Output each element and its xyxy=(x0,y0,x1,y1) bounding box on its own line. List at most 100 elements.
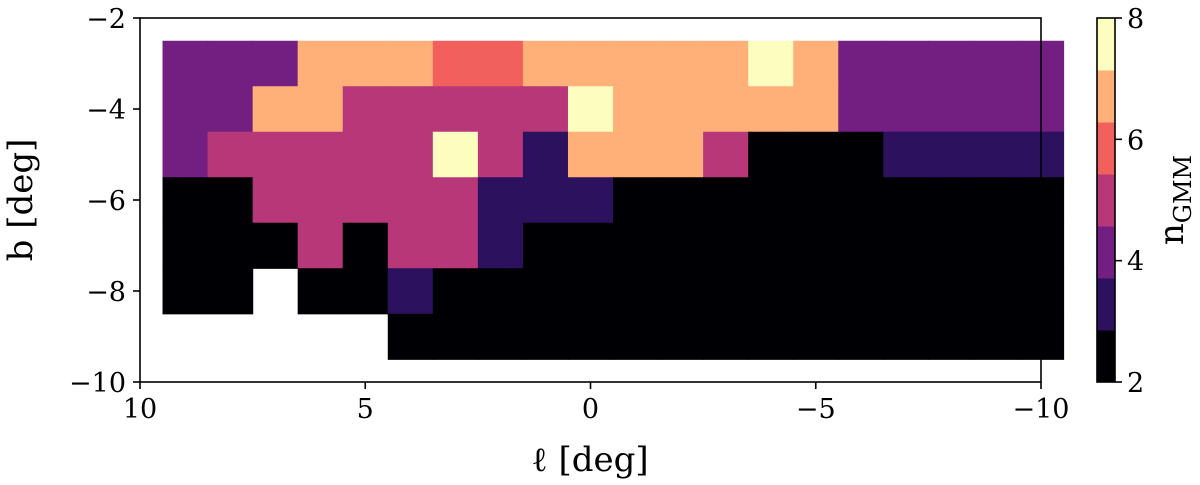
heatmap-cell xyxy=(342,131,389,178)
heatmap-cell xyxy=(252,177,299,224)
heatmap-cell xyxy=(838,177,884,224)
heatmap-cell xyxy=(838,313,884,360)
heatmap-cell xyxy=(567,268,614,315)
heatmap-cell xyxy=(162,222,209,269)
colorbar-label-subscript: GMM xyxy=(1169,155,1197,223)
heatmap-cell xyxy=(748,131,794,178)
heatmap-cell xyxy=(703,222,749,269)
heatmap-cell xyxy=(387,131,434,178)
colorbar-segment xyxy=(1097,226,1115,279)
heatmap-cell xyxy=(252,131,299,178)
heatmap-cell xyxy=(838,86,884,133)
heatmap-cell xyxy=(658,222,704,269)
heatmap-cell xyxy=(252,86,299,133)
heatmap-cell xyxy=(883,131,929,178)
heatmap-cell xyxy=(297,86,344,133)
heatmap-cell xyxy=(477,40,524,87)
heatmap-cell xyxy=(658,86,704,133)
heatmap-cell xyxy=(658,268,704,315)
heatmap-cell xyxy=(793,313,839,360)
heatmap-cell xyxy=(432,222,479,269)
heatmap-cell xyxy=(613,222,659,269)
heatmap-cell xyxy=(838,131,884,178)
heatmap-cell xyxy=(658,177,704,224)
heatmap-cell xyxy=(477,131,524,178)
heatmap-cell xyxy=(838,40,884,87)
heatmap-cell xyxy=(703,86,749,133)
heatmap-cell xyxy=(162,40,209,87)
heatmap-cell xyxy=(567,313,614,360)
heatmap-cells xyxy=(162,40,1065,360)
x-tick-label: 10 xyxy=(123,394,157,425)
heatmap-cell xyxy=(973,268,1020,315)
heatmap-cell xyxy=(567,86,614,133)
heatmap-cell xyxy=(793,177,839,224)
heatmap-cell xyxy=(522,177,569,224)
heatmap-cell xyxy=(748,40,794,87)
heatmap-cell xyxy=(432,86,479,133)
colorbar-segment xyxy=(1097,18,1115,71)
heatmap-cell xyxy=(342,86,389,133)
heatmap-cell xyxy=(432,131,479,178)
heatmap-cell xyxy=(973,131,1020,178)
heatmap-cell xyxy=(297,268,344,315)
x-tick-label: −10 xyxy=(1013,394,1070,425)
heatmap-cell xyxy=(432,40,479,87)
heatmap-cell xyxy=(928,313,975,360)
heatmap-cell xyxy=(522,222,569,269)
heatmap-cell xyxy=(793,268,839,315)
heatmap-cell xyxy=(522,40,569,87)
colorbar-frame xyxy=(1096,17,1116,383)
colorbar-label: nGMM xyxy=(1152,155,1197,245)
colorbar-tick-label: 4 xyxy=(1127,247,1144,278)
heatmap-cell xyxy=(342,222,389,269)
heatmap-cell xyxy=(207,177,254,224)
heatmap-cell xyxy=(658,40,704,87)
heatmap-cell xyxy=(387,177,434,224)
x-tick-label: 0 xyxy=(582,394,599,425)
x-axis-ticks: 10 5 0 −5 −10 xyxy=(123,382,1070,425)
heatmap-cell xyxy=(252,222,299,269)
heatmap-cell xyxy=(387,86,434,133)
colorbar-segment xyxy=(1097,278,1115,331)
colorbar-tick-label: 6 xyxy=(1127,125,1144,156)
y-tick-label: −6 xyxy=(86,186,126,217)
heatmap-cell xyxy=(207,86,254,133)
heatmap-cell xyxy=(973,40,1020,87)
heatmap-cell xyxy=(703,131,749,178)
heatmap-cell xyxy=(883,268,929,315)
heatmap-cell xyxy=(703,313,749,360)
heatmap-cell xyxy=(793,131,839,178)
x-tick-label: 5 xyxy=(357,394,374,425)
x-axis-label: ℓ [deg] xyxy=(531,440,648,480)
heatmap-cell xyxy=(477,177,524,224)
heatmap-cell xyxy=(613,40,659,87)
y-tick-label: −10 xyxy=(69,368,126,399)
heatmap-cell xyxy=(838,222,884,269)
heatmap-cell xyxy=(928,222,975,269)
heatmap-cell xyxy=(567,222,614,269)
heatmap-cell xyxy=(477,313,524,360)
colorbar-label-main: n xyxy=(1152,223,1192,245)
heatmap-cell xyxy=(342,177,389,224)
colorbar xyxy=(1097,18,1115,383)
heatmap-cell xyxy=(567,40,614,87)
heatmap-cell xyxy=(883,86,929,133)
heatmap-cell xyxy=(703,268,749,315)
heatmap-cell xyxy=(973,222,1020,269)
heatmap-cell xyxy=(928,86,975,133)
heatmap-cell xyxy=(613,86,659,133)
heatmap-cell xyxy=(883,222,929,269)
heatmap-cell xyxy=(432,313,479,360)
colorbar-segment xyxy=(1097,70,1115,123)
heatmap-cell xyxy=(207,222,254,269)
heatmap-cell xyxy=(477,86,524,133)
heatmap-cell xyxy=(522,131,569,178)
heatmap-cell xyxy=(793,40,839,87)
heatmap-cell xyxy=(297,40,344,87)
heatmap-cell xyxy=(162,86,209,133)
heatmap-cell xyxy=(387,222,434,269)
heatmap-cell xyxy=(883,40,929,87)
heatmap-cell xyxy=(748,268,794,315)
heatmap-cell xyxy=(613,177,659,224)
